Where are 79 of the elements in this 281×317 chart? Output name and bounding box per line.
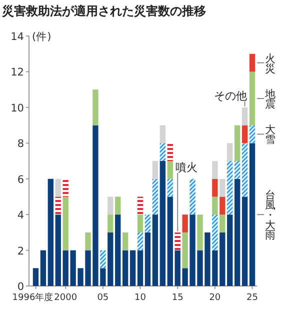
bar (144, 214, 151, 232)
bar (48, 178, 54, 286)
bar (227, 143, 233, 161)
bar (152, 178, 158, 215)
bar (40, 250, 46, 286)
bar (167, 143, 173, 161)
x-tick-label: 15 (172, 293, 184, 303)
bar (212, 178, 218, 197)
bar (152, 161, 158, 179)
bar (32, 268, 39, 286)
x-tick-label: 1996年度 (12, 292, 54, 303)
y-tick-label: 8 (17, 138, 24, 150)
bar (108, 214, 114, 232)
bar (242, 143, 248, 197)
bar (137, 250, 144, 286)
series-label: その他 (214, 89, 247, 102)
bar (130, 250, 136, 286)
bar (212, 161, 218, 179)
y-tick-label: 4 (17, 210, 24, 222)
x-tick-label: 2000 (54, 293, 78, 303)
y-tick-label: 0 (17, 281, 24, 293)
bar (160, 143, 166, 161)
bar (137, 214, 144, 232)
bar (212, 214, 218, 250)
x-tick-label: 25 (246, 293, 258, 303)
bar (160, 125, 166, 144)
bar (55, 214, 61, 286)
bar (234, 161, 240, 179)
bar (152, 214, 158, 286)
x-tick-label: 20 (209, 293, 221, 303)
bar (249, 125, 256, 144)
bar (55, 178, 61, 197)
bar (115, 214, 121, 286)
bar (108, 196, 114, 215)
bar (212, 196, 218, 215)
bar (249, 54, 256, 72)
bar (62, 178, 68, 197)
bar (167, 178, 173, 197)
bar (220, 178, 226, 197)
bar (100, 250, 106, 268)
series-label: 噴火 (176, 160, 198, 174)
bar (220, 196, 226, 215)
bar (167, 161, 173, 179)
bar (92, 90, 98, 126)
y-tick-label: 2 (17, 245, 24, 258)
bar (174, 232, 180, 250)
bar (227, 214, 233, 286)
y-tick-label: 6 (17, 174, 24, 186)
bar (242, 125, 248, 144)
bar (234, 178, 240, 286)
bar (137, 196, 144, 215)
bar (85, 232, 91, 250)
bar (115, 196, 121, 215)
bar (182, 232, 188, 268)
bar (182, 214, 188, 232)
bar (242, 107, 248, 126)
bar (62, 196, 68, 250)
bar (122, 232, 128, 250)
bar (249, 143, 256, 286)
bar (137, 232, 144, 250)
bar (55, 196, 61, 215)
bar (227, 161, 233, 215)
bar (249, 72, 256, 126)
x-tick-label: 05 (97, 293, 109, 303)
y-tick-label: 14 (10, 31, 24, 43)
bar (234, 125, 240, 161)
bar (242, 196, 248, 286)
y-tick-label: 12 (10, 66, 24, 79)
bar (144, 232, 151, 286)
bar (197, 214, 203, 250)
bar (167, 196, 173, 286)
bar (122, 250, 128, 286)
bar (220, 214, 226, 232)
y-tick-label: 10 (10, 102, 24, 114)
bar (160, 161, 166, 286)
y-axis-title: (件) (32, 31, 52, 43)
bar (190, 178, 196, 215)
chart-title: 災害救助法が適用された災害数の推移 (1, 4, 206, 18)
x-tick-label: 10 (134, 293, 146, 303)
